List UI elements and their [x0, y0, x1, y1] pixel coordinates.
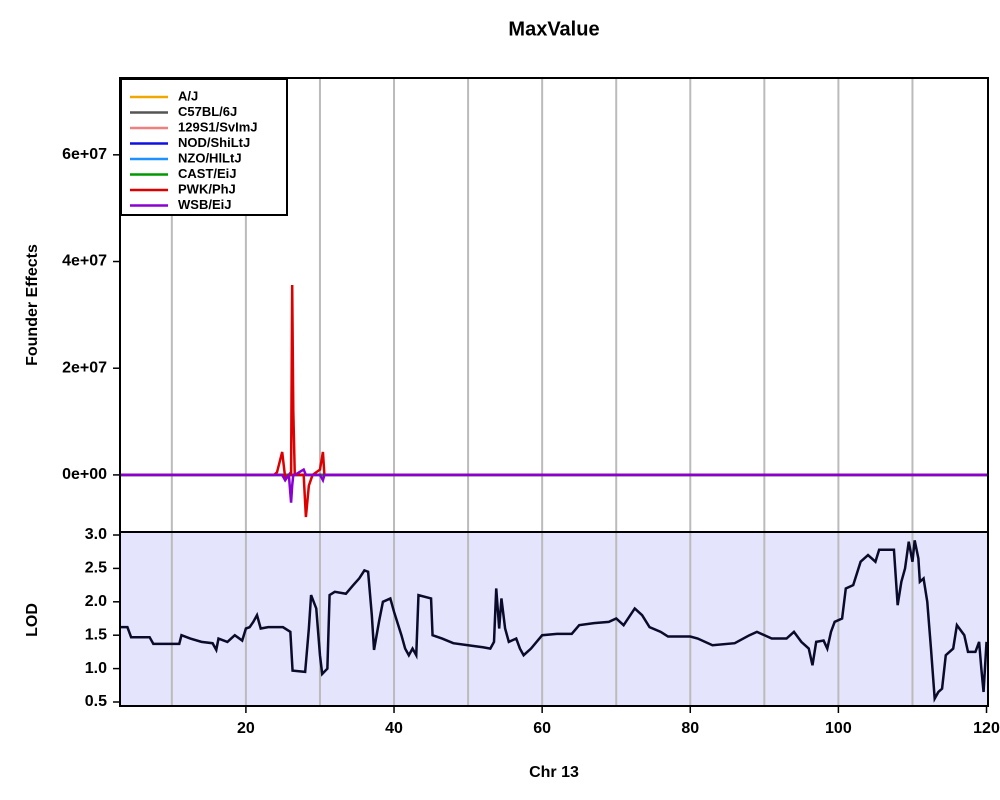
legend-label: A/J: [178, 88, 198, 103]
x-axis-label: Chr 13: [529, 764, 579, 781]
y-tick-label: 1.5: [85, 626, 107, 643]
data-line: [120, 467, 988, 503]
y-axis-label: LOD: [24, 603, 41, 637]
y-tick-label: 1.0: [85, 660, 107, 677]
x-tick-label: 100: [825, 720, 852, 737]
y-tick-label: 2e+07: [62, 359, 107, 376]
x-tick-label: 20: [237, 720, 255, 737]
legend-label: C57BL/6J: [178, 104, 237, 119]
legend-label: CAST/EiJ: [178, 166, 237, 181]
legend-label: WSB/EiJ: [178, 197, 231, 212]
y-tick-label: 6e+07: [62, 146, 107, 163]
legend-box: [120, 78, 288, 216]
y-tick-label: 3.0: [85, 526, 107, 543]
y-axis-label: Founder Effects: [24, 244, 41, 366]
x-tick-label: 60: [533, 720, 551, 737]
panel-background: [120, 532, 988, 706]
data-line: [120, 284, 988, 518]
legend-label: NZO/HlLtJ: [178, 150, 242, 165]
x-tick-label: 40: [385, 720, 403, 737]
legend: A/JC57BL/6J129S1/SvImJNOD/ShiLtJNZO/HlLt…: [120, 78, 288, 216]
y-tick-label: 2.5: [85, 560, 107, 577]
legend-label: NOD/ShiLtJ: [178, 135, 250, 150]
panel-frame: [119, 531, 989, 707]
legend-label: 129S1/SvImJ: [178, 119, 258, 134]
x-tick-label: 120: [973, 720, 1000, 737]
y-tick-label: 0e+00: [62, 466, 107, 483]
data-line: [120, 540, 988, 703]
y-tick-label: 2.0: [85, 593, 107, 610]
y-tick-label: 4e+07: [62, 253, 107, 270]
y-tick-label: 0.5: [85, 693, 107, 710]
chart-title: MaxValue: [508, 18, 599, 40]
x-tick-label: 80: [681, 720, 699, 737]
legend-label: PWK/PhJ: [178, 181, 236, 196]
